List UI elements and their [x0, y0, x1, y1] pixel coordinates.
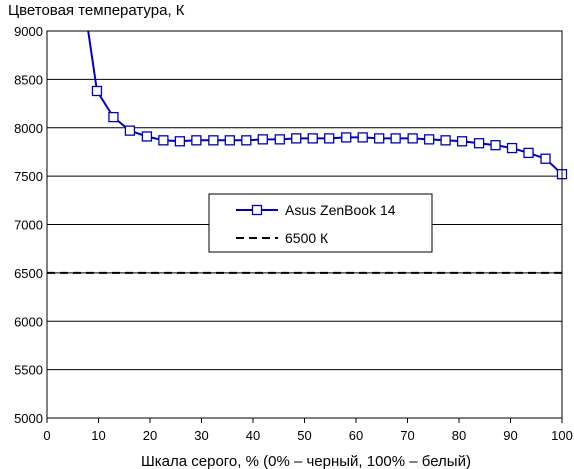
x-tick-label-10: 100	[551, 428, 573, 443]
data-point-zenbook-15	[324, 133, 335, 144]
plot-area-frame	[46, 30, 563, 419]
x-tick-label-2: 20	[143, 428, 157, 443]
series-line-zenbook	[87, 30, 563, 175]
data-point-zenbook-24	[473, 138, 485, 149]
x-tick-label-5: 50	[297, 428, 311, 443]
y-tick-label-7: 8500	[14, 72, 43, 87]
data-point-zenbook-10	[241, 135, 252, 146]
data-point-zenbook-7	[191, 135, 202, 146]
data-point-zenbook-18	[374, 133, 385, 144]
data-point-zenbook-19	[390, 133, 401, 144]
data-point-zenbook-26	[506, 142, 518, 154]
x-tick-label-3: 30	[194, 428, 208, 443]
data-point-zenbook-25	[490, 140, 501, 151]
y-tick-label-3: 6500	[14, 266, 43, 281]
x-tick-label-0: 0	[43, 428, 50, 443]
data-point-zenbook-3	[124, 125, 136, 136]
x-tick-label-8: 80	[452, 428, 466, 443]
y-tick-label-4: 7000	[14, 218, 43, 233]
legend-marker-zenbook	[251, 204, 263, 216]
data-point-zenbook-9	[224, 135, 235, 146]
data-point-zenbook-16	[341, 132, 352, 143]
y-tick-label-1: 5500	[14, 363, 43, 378]
chart-title: Цветовая температура, К	[8, 2, 185, 19]
legend-label-zenbook: Asus ZenBook 14	[285, 202, 396, 218]
x-tick-label-4: 40	[246, 428, 260, 443]
x-tick-label-1: 10	[91, 428, 105, 443]
data-point-zenbook-28	[540, 153, 551, 164]
data-point-zenbook-6	[174, 136, 186, 147]
data-point-zenbook-17	[357, 132, 368, 143]
data-point-zenbook-13	[291, 133, 302, 144]
data-point-zenbook-11	[257, 134, 268, 145]
data-point-zenbook-14	[307, 133, 318, 144]
x-tick-labels: 0 10 20 30 40 50 60 70 80 90 100	[43, 428, 572, 443]
y-tick-label-0: 5000	[14, 411, 43, 426]
data-point-zenbook-22	[440, 135, 451, 146]
y-tick-label-8: 9000	[14, 24, 43, 39]
x-tick-label-9: 90	[503, 428, 517, 443]
data-point-zenbook-2	[108, 111, 119, 123]
y-tick-labels: 5000 5500 6000 6500 7000 7500 8000 8500 9000	[14, 24, 43, 426]
data-point-zenbook-5	[158, 135, 169, 146]
series-layer	[47, 30, 568, 274]
x-axis-label: Шкала серого, % (0% – черный, 100% – бел…	[141, 453, 471, 469]
x-tick-label-6: 60	[349, 428, 363, 443]
data-point-zenbook-20	[407, 133, 418, 144]
data-point-zenbook-27	[523, 147, 534, 159]
data-point-zenbook-1	[91, 85, 103, 97]
y-tick-label-6: 8000	[14, 121, 43, 136]
data-point-zenbook-21	[423, 134, 435, 145]
legend-label-6500k: 6500 К	[285, 230, 329, 246]
data-point-zenbook-4	[141, 131, 153, 142]
y-tick-label-2: 6000	[14, 314, 43, 329]
data-point-zenbook-23	[456, 136, 468, 147]
data-point-zenbook-8	[208, 135, 219, 146]
legend-box	[208, 193, 433, 253]
data-point-zenbook-12	[274, 134, 285, 145]
x-tick-label-7: 70	[400, 428, 414, 443]
y-tick-label-5: 7500	[14, 169, 43, 184]
legend: Asus ZenBook 14 6500 К	[208, 193, 433, 253]
